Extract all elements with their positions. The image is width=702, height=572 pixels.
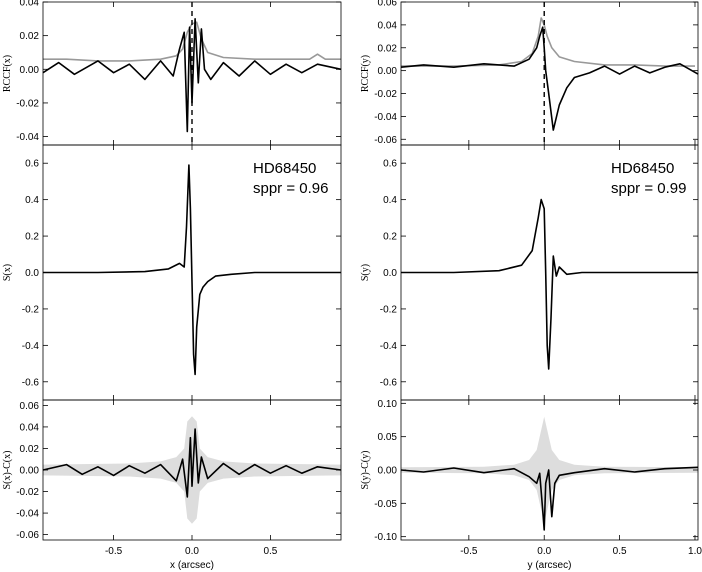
left-bottom-ytick-label: 0.02: [20, 444, 40, 455]
right-bottom-ytick-label: 0.05: [378, 432, 398, 443]
right-bottom-ytick-label: 0.00: [378, 466, 398, 477]
left-bottom-ytick-label: 0.06: [20, 401, 40, 412]
left-top-ylabel: RCCF(x): [2, 55, 13, 92]
right-top-frame: [400, 1, 699, 146]
left-middle-ytick-label: -0.4: [22, 341, 40, 352]
left-middle-ytick-label: 0.4: [25, 195, 39, 206]
left-middle-ytick-label: -0.2: [22, 304, 40, 315]
left-top-ytick-label: 0.02: [20, 31, 40, 42]
right-top-series-1: [400, 26, 699, 131]
right-top-ytick-label: 0.00: [378, 66, 398, 77]
right-bottom-xtick-label: 1.0: [688, 546, 702, 557]
left-top-ytick-label: -0.04: [16, 132, 39, 143]
right-middle-ytick-label: -0.2: [380, 304, 398, 315]
right-middle-ylabel: S(y): [360, 264, 371, 281]
left-middle-ytick-label: 0.6: [25, 159, 39, 170]
left-bottom-xtick-label: -0.5: [105, 546, 123, 557]
right-top-ytick-label: 0.04: [378, 20, 398, 31]
left-middle-ytick-label: 0.0: [25, 268, 39, 279]
right-top-ytick-label: -0.06: [374, 135, 397, 146]
right-middle-ytick-label: -0.4: [380, 341, 398, 352]
left-bottom-series-0: [42, 428, 342, 498]
left-bottom-ylabel: S(x)-C(x): [2, 451, 13, 490]
right-top-ytick-label: -0.04: [374, 112, 397, 123]
left-bottom-ytick-label: -0.02: [16, 487, 39, 498]
right-bottom-xtick-label: 0.5: [613, 546, 627, 557]
right-middle-ytick-label: -0.6: [380, 377, 398, 388]
left-middle-series-0: [43, 164, 341, 376]
left-top-ytick-label: 0.00: [20, 65, 40, 76]
right-top-ytick-label: 0.02: [378, 43, 398, 54]
right-bottom-xlabel: y (arcsec): [528, 560, 572, 571]
right-bottom-xtick-label: 0.0: [537, 546, 551, 557]
left-bottom-ytick-label: -0.04: [16, 509, 39, 520]
right-middle-annotation-0: HD68450: [611, 160, 674, 177]
right-top-ylabel: RCCF(y): [360, 55, 371, 92]
right-bottom-series-0: [400, 466, 699, 531]
right-top-ytick-label: -0.02: [374, 89, 397, 100]
left-top-ytick-label: -0.02: [16, 98, 39, 109]
left-middle-annotation-1: sppr = 0.96: [253, 180, 328, 197]
right-middle-ytick-label: 0.2: [383, 232, 397, 243]
left-bottom-xtick-label: 0.5: [263, 546, 277, 557]
right-top-ytick-label: 0.06: [378, 0, 398, 9]
left-middle-ytick-label: 0.2: [25, 232, 39, 243]
right-middle-ytick-label: 0.0: [383, 268, 397, 279]
left-middle-ytick-label: -0.6: [22, 377, 40, 388]
right-bottom-ytick-label: -0.10: [374, 532, 397, 543]
left-top-ytick-label: 0.04: [20, 0, 40, 9]
right-middle-series-0: [401, 198, 698, 370]
right-bottom-ytick-label: 0.10: [378, 399, 398, 410]
right-middle-ytick-label: 0.6: [383, 159, 397, 170]
right-middle-annotation-1: sppr = 0.99: [611, 180, 686, 197]
left-middle-annotation-0: HD68450: [253, 160, 316, 177]
left-bottom-xlabel: x (arcsec): [170, 560, 214, 571]
left-bottom-ytick-label: -0.06: [16, 530, 39, 541]
right-middle-ytick-label: 0.4: [383, 195, 397, 206]
left-bottom-ytick-label: 0.00: [20, 466, 40, 477]
left-bottom-ytick-label: 0.04: [20, 422, 40, 433]
right-bottom-ylabel: S(y)-C(y): [360, 451, 371, 490]
right-top-series-0: [401, 17, 695, 67]
left-top-series-0: [43, 21, 341, 62]
right-bottom-xtick-label: -0.5: [460, 546, 478, 557]
left-bottom-xtick-label: 0.0: [185, 546, 199, 557]
left-middle-ylabel: S(x): [2, 264, 13, 281]
right-bottom-ytick-label: -0.05: [374, 499, 397, 510]
